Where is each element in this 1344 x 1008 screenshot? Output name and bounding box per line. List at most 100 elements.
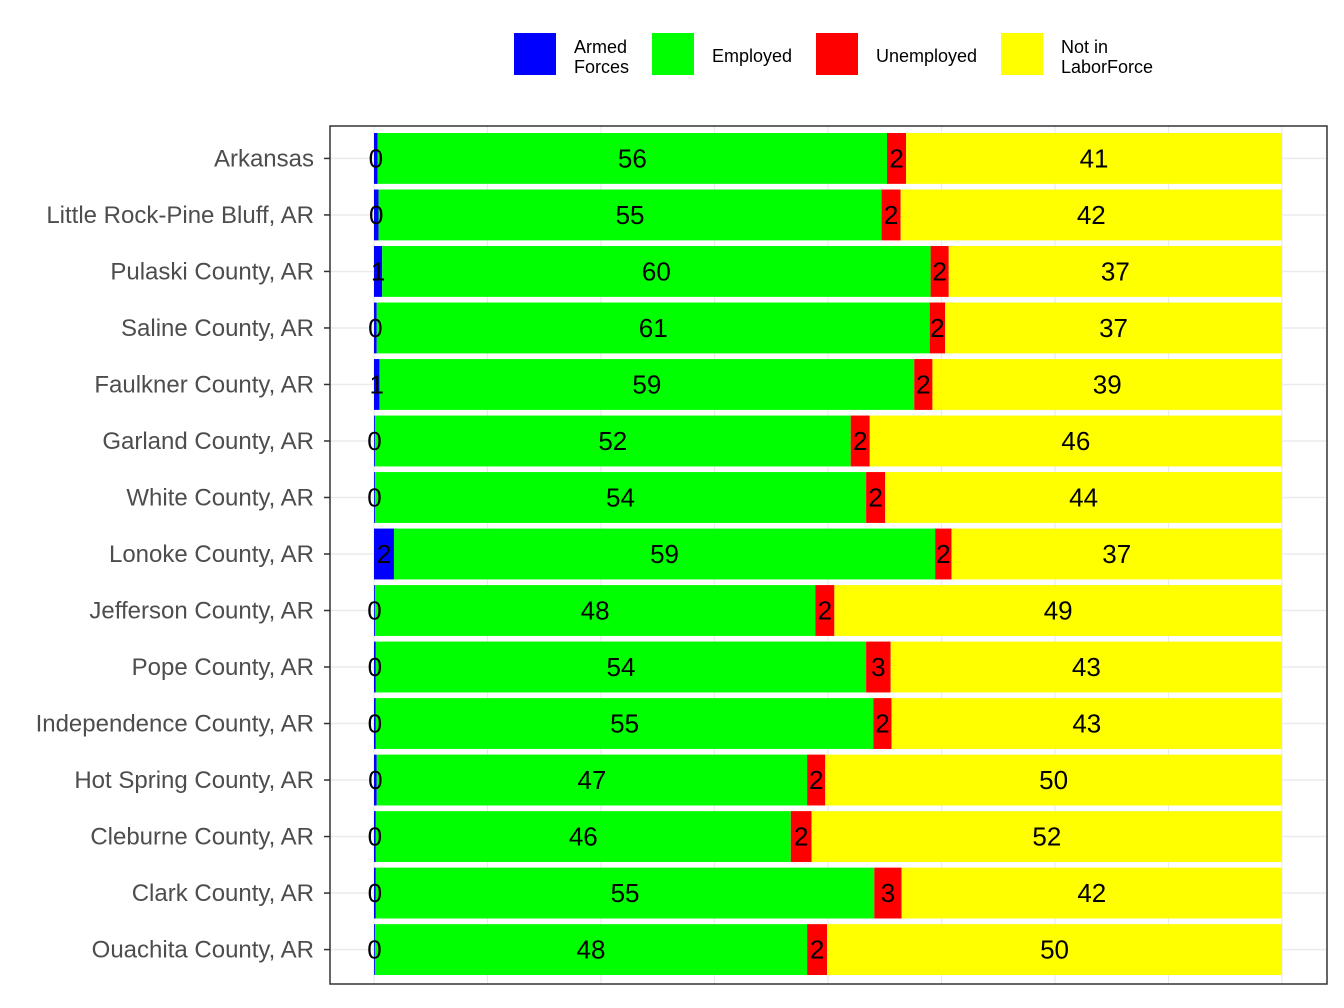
y-tick-label: Independence County, AR	[36, 711, 314, 738]
bar-segment-not-in-laborforce	[869, 415, 1282, 467]
segment-label: 49	[1044, 596, 1073, 626]
legend-label: Forces	[574, 57, 629, 77]
legend-key	[652, 33, 694, 75]
segment-label: 61	[639, 313, 668, 343]
segment-label: 1	[369, 369, 383, 399]
segment-label: 37	[1102, 539, 1131, 569]
bar-segment-armed-forces	[374, 754, 377, 806]
bar-segment-employed	[374, 924, 808, 975]
legend-key	[1001, 33, 1043, 75]
segment-label: 37	[1099, 313, 1128, 343]
bar-segment-not-in-laborforce	[891, 698, 1282, 749]
segment-label: 52	[598, 426, 627, 456]
bar-segment-unemployed	[807, 924, 828, 975]
bar-segment-not-in-laborforce	[890, 641, 1282, 693]
segment-label: 43	[1072, 709, 1101, 739]
segment-labels: 0 56 2 41 0 55 2 42 1 60 2 37 0 61 2 37 1 59 2 39 0 52 2 46 0 54 2…	[367, 143, 1131, 964]
legend-label: Unemployed	[876, 46, 977, 66]
segment-label: 39	[1093, 369, 1122, 399]
y-tick-label: White County, AR	[126, 484, 314, 511]
segment-label: 0	[369, 143, 383, 173]
bar-segment-not-in-laborforce	[900, 189, 1282, 241]
bar-segment-unemployed	[815, 585, 835, 636]
segment-label: 42	[1077, 200, 1106, 230]
bar-segment-not-in-laborforce	[834, 585, 1282, 636]
bar-segment-not-in-laborforce	[951, 528, 1282, 580]
segment-label: 2	[930, 313, 944, 343]
segment-label: 0	[367, 935, 381, 965]
bar-segment-employed	[375, 867, 875, 919]
segment-label: 1	[371, 256, 385, 286]
segment-label: 3	[881, 878, 895, 908]
segment-label: 2	[809, 765, 823, 795]
segment-label: 50	[1039, 765, 1068, 795]
bar-segment-armed-forces	[374, 811, 376, 862]
legend-label: Employed	[712, 46, 792, 66]
segment-label: 54	[607, 652, 636, 682]
y-tick-label: Little Rock-Pine Bluff, AR	[46, 202, 314, 229]
bar-segment-armed-forces	[374, 359, 380, 410]
segment-label: 2	[810, 935, 824, 965]
legend-label: Armed	[574, 37, 627, 57]
segment-label: 2	[916, 369, 930, 399]
bar-segment-armed-forces	[374, 528, 394, 580]
segment-label: 2	[868, 482, 882, 512]
bar-segment-unemployed	[866, 472, 886, 523]
y-tick-label: Ouachita County, AR	[92, 937, 314, 964]
bars	[374, 133, 1282, 975]
segment-label: 2	[889, 143, 903, 173]
segment-label: 55	[611, 878, 640, 908]
bar-segment-unemployed	[873, 698, 892, 749]
bar-segment-unemployed	[807, 754, 826, 806]
bar-segment-armed-forces	[374, 415, 375, 467]
bar-segment-employed	[375, 698, 874, 749]
segment-label: 0	[368, 765, 382, 795]
legend-label: Not in	[1061, 37, 1108, 57]
segment-label: 42	[1077, 878, 1106, 908]
bar-segment-not-in-laborforce	[906, 133, 1282, 184]
bar-segment-unemployed	[914, 359, 933, 410]
plot-panel-border	[329, 125, 1328, 985]
bar-segment-armed-forces	[374, 924, 375, 975]
legend-key	[514, 33, 556, 75]
legend-label: LaborForce	[1061, 57, 1153, 77]
y-tick-label: Clark County, AR	[132, 880, 314, 907]
bar-segment-employed	[376, 754, 808, 806]
segment-label: 59	[632, 369, 661, 399]
bar-segment-unemployed	[874, 867, 902, 919]
bar-segment-employed	[377, 133, 888, 184]
segment-label: 44	[1069, 482, 1098, 512]
segment-label: 56	[618, 143, 647, 173]
segment-label: 46	[569, 822, 598, 852]
bar-segment-not-in-laborforce	[885, 472, 1282, 523]
bar-segment-armed-forces	[374, 867, 376, 919]
segment-label: 2	[884, 200, 898, 230]
y-tick-label: Jefferson County, AR	[89, 598, 314, 625]
y-tick-label: Saline County, AR	[121, 315, 314, 342]
segment-label: 2	[875, 709, 889, 739]
segment-label: 0	[368, 652, 382, 682]
bar-segment-armed-forces	[374, 302, 377, 354]
bar-segment-not-in-laborforce	[948, 246, 1282, 297]
segment-label: 2	[377, 539, 391, 569]
y-tick-label: Lonoke County, AR	[109, 541, 314, 568]
segment-label: 0	[369, 200, 383, 230]
y-tick-label: Faulkner County, AR	[94, 371, 314, 398]
bar-segment-employed	[393, 528, 936, 580]
segment-label: 52	[1032, 822, 1061, 852]
bar-segment-armed-forces	[374, 472, 375, 523]
bar-segment-armed-forces	[374, 246, 383, 297]
bar-segment-not-in-laborforce	[945, 302, 1282, 354]
bar-segment-not-in-laborforce	[825, 754, 1282, 806]
segment-label: 48	[581, 596, 610, 626]
bar-segment-armed-forces	[374, 641, 376, 693]
bar-segment-not-in-laborforce	[932, 359, 1282, 410]
segment-label: 3	[871, 652, 885, 682]
bar-segment-unemployed	[866, 641, 891, 693]
segment-label: 37	[1101, 256, 1130, 286]
bar-segment-employed	[378, 189, 882, 241]
segment-label: 2	[794, 822, 808, 852]
segment-label: 2	[853, 426, 867, 456]
